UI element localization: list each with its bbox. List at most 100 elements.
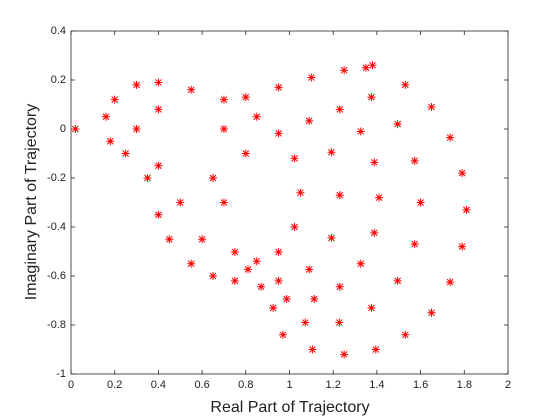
x-tick-label: 1.8: [457, 379, 472, 391]
data-point: [209, 174, 218, 182]
data-point: [427, 102, 436, 111]
data-point: [209, 272, 218, 280]
x-tick-label: 1.4: [369, 379, 384, 391]
data-point: [243, 265, 252, 274]
data-point: [241, 149, 250, 158]
data-point: [301, 318, 310, 327]
y-tick-label: 0.2: [51, 74, 66, 86]
data-point: [305, 116, 314, 125]
data-point: [335, 191, 344, 200]
data-point: [327, 148, 336, 157]
data-point: [327, 234, 336, 243]
data-point: [401, 330, 410, 339]
x-tick-label: 0.2: [107, 379, 122, 391]
data-point: [335, 282, 344, 291]
x-tick-label: 0.6: [194, 379, 209, 391]
data-point: [446, 133, 455, 142]
data-point: [274, 276, 283, 285]
data-point: [458, 242, 467, 251]
y-tick-label: -0.4: [47, 221, 66, 233]
data-point: [282, 295, 291, 304]
plot-area: [70, 30, 509, 375]
x-tick-label: 1.6: [413, 379, 428, 391]
data-point: [361, 63, 370, 72]
data-point: [335, 105, 344, 114]
data-point: [143, 174, 152, 182]
data-point: [290, 154, 299, 163]
data-point: [230, 276, 239, 285]
data-point: [274, 129, 283, 138]
y-tick-label: -0.8: [47, 319, 66, 331]
data-point: [219, 198, 228, 207]
data-point: [416, 198, 425, 207]
data-point: [370, 158, 379, 167]
y-tick-label: -1: [56, 368, 66, 380]
data-point: [278, 330, 287, 339]
data-point: [101, 112, 110, 121]
x-tick-label: 2: [505, 379, 511, 391]
y-tick-label: -0.6: [47, 270, 66, 282]
data-point: [219, 125, 228, 133]
data-point: [257, 282, 266, 291]
data-point: [132, 80, 141, 89]
data-point: [307, 73, 316, 82]
data-point: [154, 105, 163, 114]
data-point: [340, 66, 349, 75]
data-point: [106, 137, 115, 146]
data-point: [269, 303, 278, 312]
x-tick-label: 1.2: [326, 379, 341, 391]
data-point: [393, 276, 402, 285]
y-tick-label: 0: [60, 123, 66, 135]
data-point: [274, 83, 283, 92]
data-point: [290, 223, 299, 231]
data-point: [187, 259, 196, 268]
data-point: [393, 120, 402, 129]
data-point: [187, 85, 196, 94]
data-point: [219, 95, 228, 104]
data-point: [458, 169, 467, 178]
data-point: [367, 303, 376, 312]
data-point: [154, 78, 163, 87]
data-point: [132, 125, 141, 133]
data-point: [176, 198, 185, 207]
data-point: [340, 350, 349, 359]
data-point: [154, 161, 163, 170]
data-point: [367, 93, 376, 102]
data-point: [368, 61, 377, 70]
data-point: [427, 308, 436, 317]
x-tick-label: 0.4: [151, 379, 166, 391]
data-point: [410, 240, 419, 249]
data-point: [198, 235, 207, 244]
data-point: [310, 295, 319, 304]
data-point: [305, 265, 314, 274]
x-tick-label: 0.8: [238, 379, 253, 391]
data-point: [296, 188, 305, 197]
data-point: [241, 93, 250, 102]
data-point: [274, 247, 283, 256]
data-point: [462, 205, 471, 214]
data-point: [356, 259, 365, 268]
data-point: [230, 247, 239, 256]
x-tick-label: 1: [286, 379, 292, 391]
y-tick-label: -0.2: [47, 172, 66, 184]
data-point: [335, 318, 344, 327]
data-point: [110, 95, 119, 104]
y-axis-label: Imaginary Part of Trajectory: [23, 104, 40, 301]
data-point: [356, 127, 365, 136]
data-point: [252, 112, 261, 121]
y-tick-label: 0.4: [51, 25, 66, 37]
data-point: [370, 228, 379, 237]
data-point: [410, 156, 419, 165]
data-point: [401, 80, 410, 89]
data-point: [154, 210, 163, 219]
data-point: [375, 193, 384, 202]
x-tick-label: 0: [68, 379, 74, 391]
data-point: [446, 278, 455, 287]
data-point: [165, 235, 174, 244]
data-point: [121, 149, 130, 158]
data-point: [252, 257, 261, 266]
data-point: [71, 125, 80, 133]
x-axis-label: Real Part of Trajectory: [210, 399, 369, 416]
data-point: [308, 345, 317, 354]
